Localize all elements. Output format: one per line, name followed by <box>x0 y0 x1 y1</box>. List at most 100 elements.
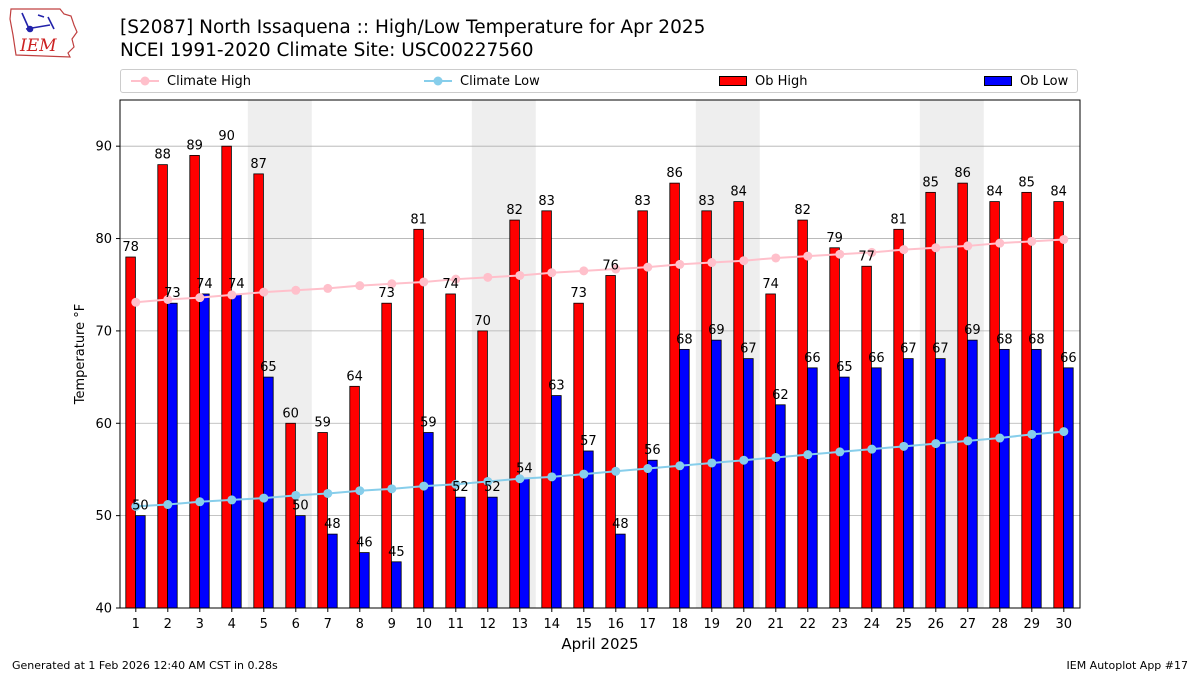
point-climate-low <box>483 476 493 486</box>
point-climate-low <box>835 447 845 457</box>
label-ob-low: 50 <box>292 499 309 514</box>
bar-ob-low <box>967 339 978 609</box>
bar-ob-low <box>199 293 210 609</box>
x-tick-label: 15 <box>576 617 593 632</box>
point-climate-high <box>579 266 589 276</box>
x-tick-label: 1 <box>132 617 140 632</box>
label-ob-low: 46 <box>356 536 373 551</box>
plot-frame <box>119 99 1081 609</box>
legend-item-climate-low: Climate Low <box>424 70 540 92</box>
point-climate-high <box>995 238 1005 248</box>
point-climate-low <box>803 450 813 460</box>
point-climate-low <box>579 469 589 479</box>
point-climate-high <box>195 293 205 303</box>
label-ob-high: 76 <box>602 258 619 273</box>
x-tick-label: 20 <box>736 617 753 632</box>
bar-ob-low <box>551 395 562 609</box>
bar-ob-low <box>167 302 178 609</box>
label-ob-high: 64 <box>346 369 363 384</box>
legend-ob-low-swatch <box>984 76 1012 86</box>
x-tick-label: 27 <box>960 617 977 632</box>
x-tick-label: 28 <box>992 617 1009 632</box>
bar-ob-high <box>157 164 168 609</box>
label-ob-low: 69 <box>964 323 981 338</box>
line-climate-high <box>135 238 1064 304</box>
label-ob-low: 45 <box>388 545 405 560</box>
label-ob-high: 85 <box>922 175 939 190</box>
point-climate-low <box>739 455 749 465</box>
label-ob-high: 74 <box>762 277 779 292</box>
bar-ob-high <box>701 210 712 609</box>
point-climate-low <box>547 472 557 482</box>
point-climate-low <box>963 436 973 446</box>
x-tick-label: 18 <box>672 617 689 632</box>
label-ob-low: 66 <box>1060 351 1077 366</box>
x-axis-label: April 2025 <box>561 635 638 653</box>
point-climate-low <box>291 490 301 500</box>
bar-ob-low <box>647 459 658 609</box>
label-ob-high: 84 <box>986 185 1003 200</box>
x-tick-label: 16 <box>608 617 625 632</box>
y-axis-label: Temperature °F <box>73 304 88 405</box>
y-tick-label: 80 <box>95 232 112 247</box>
bar-ob-high <box>285 422 296 609</box>
legend-item-ob-low: Ob Low <box>984 70 1068 92</box>
x-tick-label: 24 <box>864 617 881 632</box>
point-climate-high <box>483 272 493 282</box>
legend-ob-high-swatch <box>719 76 747 86</box>
y-tick-label: 50 <box>95 509 112 524</box>
legend-climate-high-label: Climate High <box>167 73 252 89</box>
bar-ob-low <box>263 376 274 609</box>
label-ob-low: 68 <box>676 332 693 347</box>
label-ob-high: 86 <box>954 166 971 181</box>
point-climate-high <box>867 247 877 257</box>
bar-ob-high <box>381 302 392 609</box>
x-tick-label: 25 <box>896 617 913 632</box>
legend-climate-low-label: Climate Low <box>460 73 540 89</box>
bar-ob-high <box>189 155 200 609</box>
point-climate-high <box>419 277 429 287</box>
point-climate-high <box>451 274 461 284</box>
label-ob-high: 73 <box>378 286 395 301</box>
label-ob-low: 54 <box>516 462 533 477</box>
bar-ob-low <box>839 376 850 609</box>
point-climate-high <box>643 262 653 272</box>
point-climate-high <box>675 259 685 269</box>
label-ob-low: 56 <box>644 443 661 458</box>
point-climate-low <box>643 464 653 474</box>
x-tick-label: 21 <box>768 617 785 632</box>
bar-ob-low <box>999 348 1010 609</box>
label-ob-high: 79 <box>826 231 843 246</box>
label-ob-high: 85 <box>1018 175 1035 190</box>
label-ob-high: 83 <box>634 194 651 209</box>
point-climate-low <box>1027 429 1037 439</box>
label-ob-low: 65 <box>836 360 853 375</box>
label-ob-low: 67 <box>740 342 757 357</box>
bar-ob-high <box>253 173 264 609</box>
label-ob-low: 50 <box>132 499 149 514</box>
bar-ob-low <box>359 552 370 609</box>
point-climate-low <box>611 466 621 476</box>
bar-ob-high <box>861 265 872 609</box>
point-climate-low <box>323 488 333 498</box>
legend-climate-low-marker <box>424 76 452 86</box>
label-ob-high: 86 <box>666 166 683 181</box>
logo-text: IEM <box>19 36 57 56</box>
label-ob-low: 67 <box>932 342 949 357</box>
bar-ob-low <box>1031 348 1042 609</box>
app-label: IEM Autoplot App #17 <box>1066 659 1189 672</box>
bar-ob-low <box>391 561 402 609</box>
x-tick-label: 7 <box>324 617 332 632</box>
x-tick-label: 9 <box>388 617 396 632</box>
bar-ob-high <box>1053 201 1064 609</box>
point-climate-high <box>771 253 781 263</box>
point-climate-high <box>387 279 397 289</box>
bar-ob-high <box>605 275 616 609</box>
label-ob-low: 74 <box>228 277 245 292</box>
label-ob-low: 57 <box>580 434 597 449</box>
label-ob-high: 60 <box>282 406 299 421</box>
iem-logo: IEM <box>9 8 78 58</box>
label-ob-low: 52 <box>452 480 469 495</box>
point-climate-high <box>707 258 717 268</box>
